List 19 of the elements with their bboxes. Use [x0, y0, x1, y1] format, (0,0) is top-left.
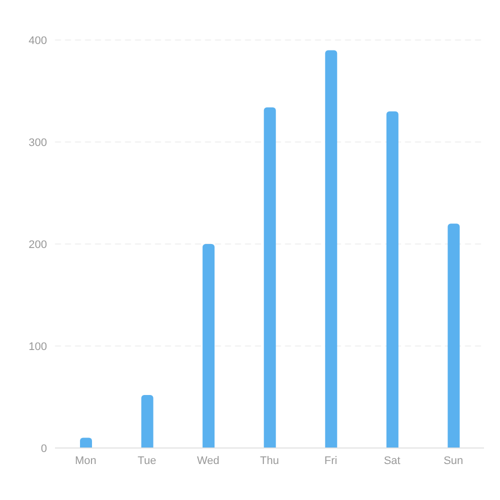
y-tick-label: 400 — [28, 34, 47, 47]
bar — [80, 438, 92, 448]
bar — [264, 107, 276, 448]
y-tick-label: 200 — [28, 238, 47, 251]
x-tick-label: Fri — [324, 454, 338, 467]
x-tick-label: Sat — [384, 454, 400, 467]
bar — [141, 394, 154, 448]
bar — [325, 50, 338, 448]
y-tick-label: 0 — [40, 442, 47, 455]
y-tick-label: 100 — [28, 340, 47, 353]
x-tick-label: Thu — [260, 454, 279, 467]
x-tick-label: Mon — [74, 454, 96, 467]
bar — [202, 244, 215, 448]
x-tick-label: Sun — [444, 454, 464, 467]
bar — [448, 224, 460, 448]
bar — [386, 111, 398, 448]
y-tick-label: 300 — [28, 136, 47, 149]
x-tick-label: Wed — [197, 454, 220, 467]
x-tick-label: Tue — [138, 454, 156, 467]
